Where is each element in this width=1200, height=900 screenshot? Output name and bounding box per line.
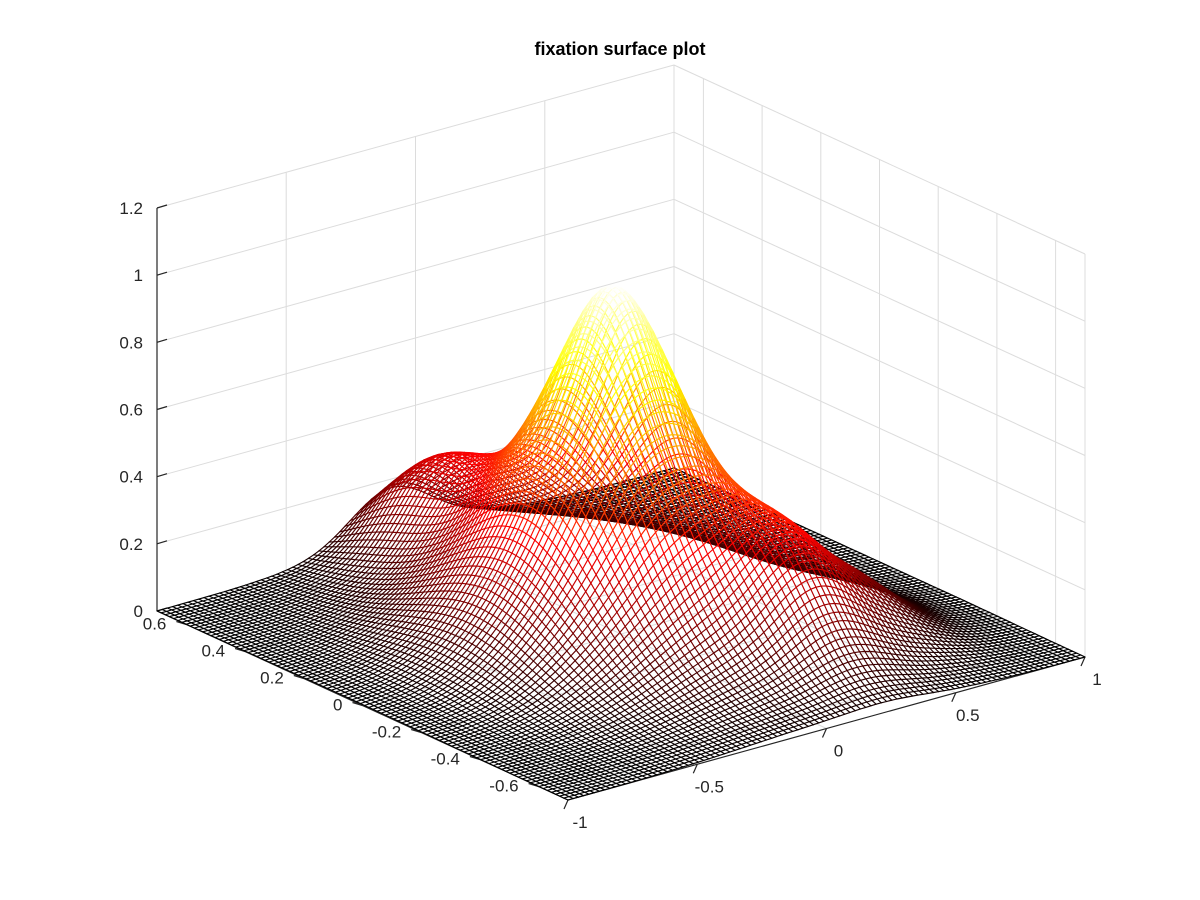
mesh-segment (554, 479, 561, 484)
grid-line (156, 64, 675, 209)
z-tick-mark (156, 271, 168, 276)
mesh-segment (580, 461, 587, 469)
mesh-segment (613, 459, 619, 467)
grid-line (156, 266, 675, 410)
mesh-segment (622, 463, 628, 470)
grid-line (673, 266, 1086, 456)
y-tick-mark (234, 647, 246, 653)
grid-line (673, 333, 1086, 524)
y-tick-mark (411, 728, 422, 734)
mesh-segment (670, 475, 677, 479)
mesh-segment (702, 494, 709, 497)
z-tick-mark (156, 540, 168, 545)
x-tick-mark (1080, 656, 1086, 667)
grid-line (156, 198, 675, 343)
x-tick-mark (821, 728, 828, 738)
grid-line (673, 400, 1086, 591)
surface-mesh (156, 284, 1086, 801)
mesh-segment (627, 472, 633, 479)
z-tick-mark (156, 338, 168, 343)
mesh-segment (586, 467, 592, 474)
mesh-segment (674, 506, 680, 509)
grid-line (673, 198, 1086, 389)
mesh-segment (571, 467, 578, 474)
x-tick-mark (951, 692, 957, 703)
z-tick-mark (156, 204, 168, 209)
mesh-segment (568, 476, 574, 482)
mesh-segment (618, 468, 624, 475)
y-tick-mark (293, 674, 304, 680)
grid-line (156, 131, 675, 276)
x-tick-mark (563, 799, 569, 810)
mesh-segment (569, 487, 576, 493)
z-tick-mark (156, 473, 168, 478)
grid-line (673, 64, 1086, 255)
mesh-segment (645, 479, 652, 483)
grid-line (479, 616, 998, 760)
x-tick-mark (692, 764, 698, 774)
z-tick-mark (156, 405, 168, 411)
grid-line (673, 131, 1086, 322)
mesh-segment (318, 546, 325, 552)
mesh-segment (591, 473, 597, 480)
y-tick-mark (352, 701, 363, 707)
